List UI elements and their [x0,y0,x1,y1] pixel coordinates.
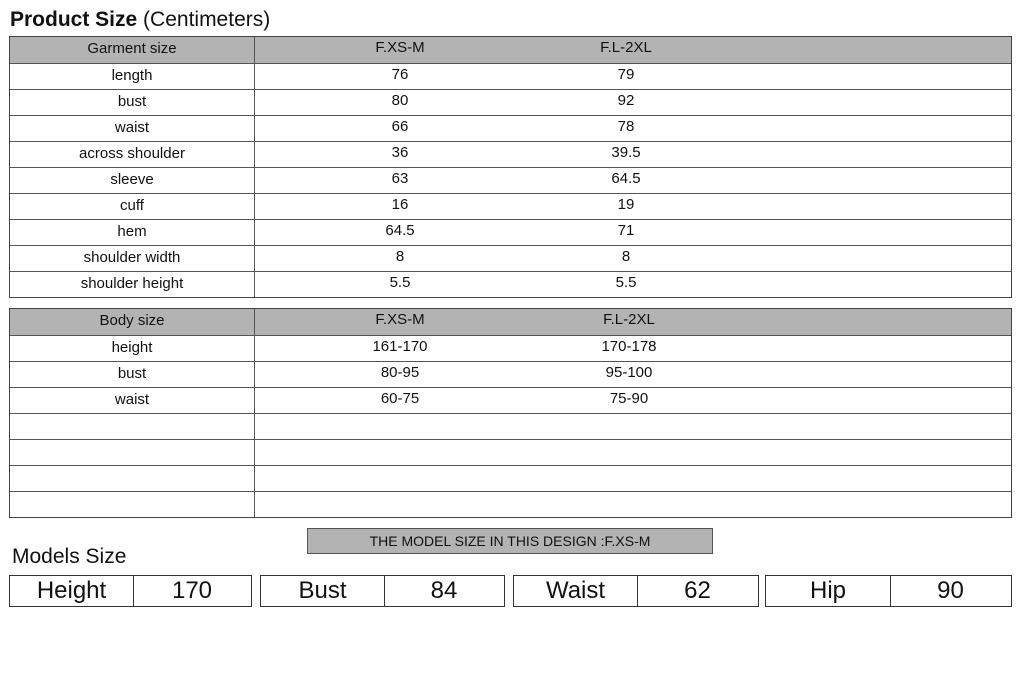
cell-value: 80-95 [380,364,420,381]
model-size-banner: THE MODEL SIZE IN THIS DESIGN :F.XS-M [307,528,713,554]
cell-value: 80 [391,92,409,109]
models-size-label: Models Size [12,545,127,568]
measure-value: 170 [171,577,213,604]
cell-value: 16 [391,196,409,213]
cell-value: 64.5 [385,222,415,239]
measure-value: 62 [684,577,711,604]
title-unit: (Centimeters) [143,8,271,31]
row-label: Garment size [10,37,255,63]
row-label: sleeve [10,168,255,193]
row-label: across shoulder [10,142,255,167]
cell-value: 161-170 [372,338,428,355]
row-label: waist [10,388,255,413]
title-main: Product Size [10,8,138,31]
table-row: length 76 79 [10,63,1011,89]
cell-value: 19 [617,196,635,213]
measure-label: Hip [766,576,891,606]
row-label: hem [10,220,255,245]
cell-value: 78 [617,118,635,135]
cell-value: F.XS-M [375,311,425,328]
table-row: bust 80-95 95-100 [10,361,1011,387]
row-label: length [10,64,255,89]
row-label: shoulder height [10,272,255,297]
model-measure-height: Height 170 [9,575,252,607]
model-measure-hip: Hip 90 [765,575,1012,607]
table-row [10,491,1011,517]
cell-value: 76 [391,66,409,83]
table-header: Body size F.XS-M F.L-2XL [10,309,1011,335]
cell-value: F.XS-M [375,39,425,56]
page-title: Product Size (Centimeters) [10,8,270,32]
measure-value: 90 [937,577,964,604]
cell-value: 5.5 [389,274,411,291]
measure-label: Height [10,576,134,606]
table-row: height 161-170 170-178 [10,335,1011,361]
cell-value: 79 [617,66,635,83]
cell-value: 8 [395,248,405,265]
measure-value: 84 [430,577,458,604]
cell-value: F.L-2XL [600,39,652,56]
table-row [10,439,1011,465]
cell-value: 64.5 [611,170,641,187]
garment-size-table: Garment size F.XS-M F.L-2XL length 76 79 bust 8… [9,36,1012,298]
body-size-table: Body size F.XS-M F.L-2XL height 161-170 170-1… [9,308,1012,518]
cell-value: 66 [391,118,409,135]
table-row: waist 60-75 75-90 [10,387,1011,413]
table-row: sleeve 63 64.5 [10,167,1011,193]
table-row: bust 80 92 [10,89,1011,115]
cell-value: 5.5 [615,274,637,291]
table-row: hem 64.5 71 [10,219,1011,245]
row-label: shoulder width [10,246,255,271]
table-header: Garment size F.XS-M F.L-2XL [10,37,1011,63]
row-label [10,414,255,439]
model-measure-waist: Waist 62 [513,575,759,607]
row-label [10,466,255,491]
cell-value: 36 [391,144,409,161]
table-row: shoulder height 5.5 5.5 [10,271,1011,297]
row-label: bust [10,90,255,115]
cell-value: F.L-2XL [603,311,655,328]
table-row: across shoulder 36 39.5 [10,141,1011,167]
cell-value: 92 [617,92,635,109]
table-row: cuff 16 19 [10,193,1011,219]
table-row [10,465,1011,491]
row-label [10,492,255,517]
model-measure-bust: Bust 84 [260,575,505,607]
cell-value: 75-90 [609,390,649,407]
cell-value: 95-100 [605,364,653,381]
row-label: bust [10,362,255,387]
table-row: waist 66 78 [10,115,1011,141]
table-row [10,413,1011,439]
row-label [10,440,255,465]
cell-value: 71 [617,222,635,239]
row-label: waist [10,116,255,141]
table-row: shoulder width 8 8 [10,245,1011,271]
cell-value: 39.5 [611,144,641,161]
cell-value: 63 [391,170,409,187]
row-label: height [10,336,255,361]
measure-label: Bust [261,576,385,606]
cell-value: 170-178 [601,338,657,355]
row-label: Body size [10,309,255,335]
row-label: cuff [10,194,255,219]
measure-label: Waist [514,576,638,606]
cell-value: 8 [621,248,631,265]
cell-value: 60-75 [380,390,420,407]
